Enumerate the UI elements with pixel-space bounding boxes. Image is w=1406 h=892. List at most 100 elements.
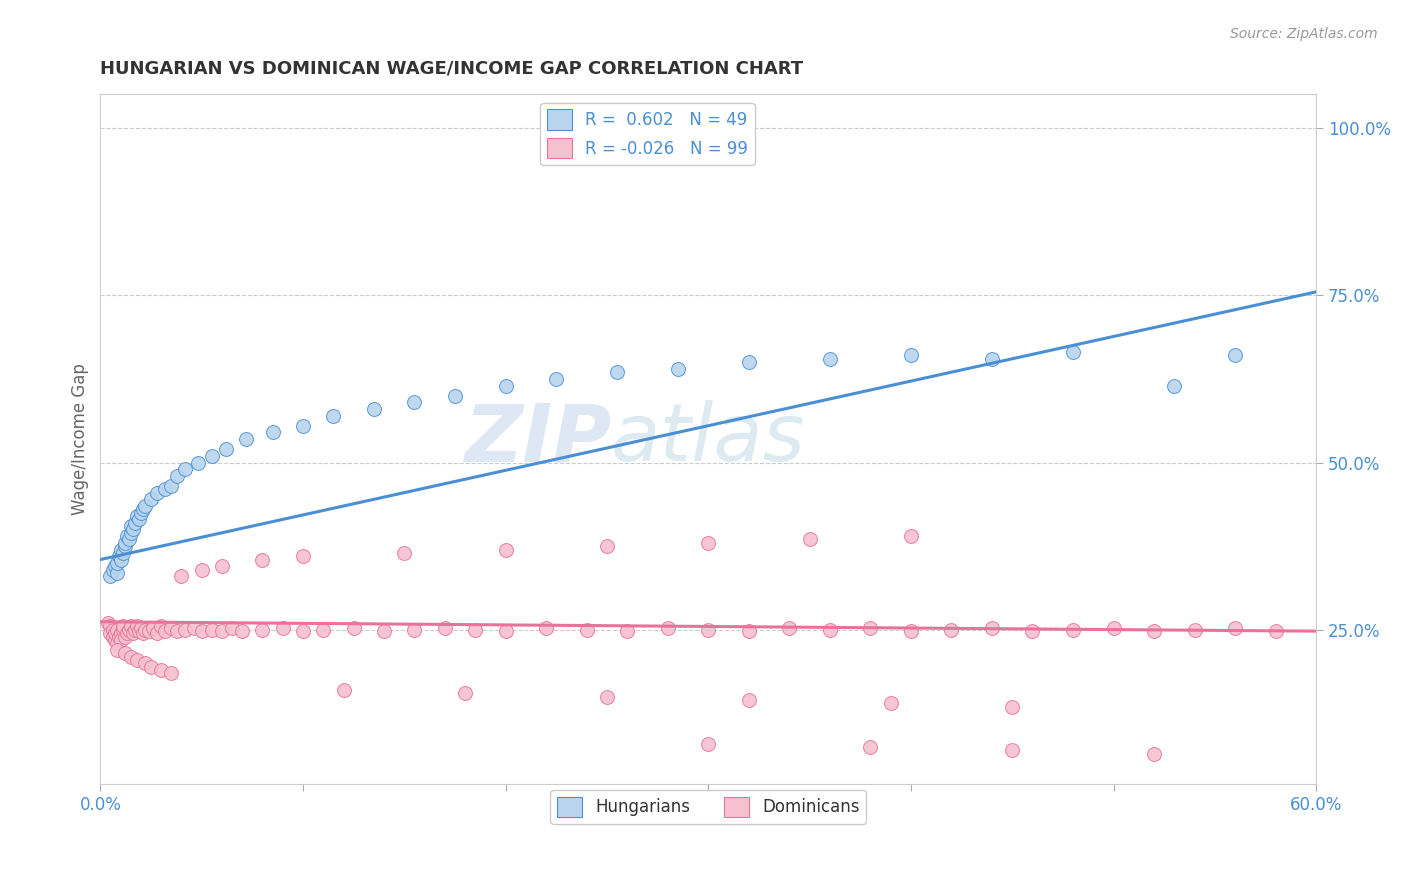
Point (363, 401, 385, 416)
Point (444, 388, 467, 402)
Point (373, 624, 395, 639)
Point (495, 624, 517, 639)
Point (160, 622, 183, 636)
Point (107, 630, 129, 644)
Point (101, 630, 124, 644)
Point (153, 483, 176, 497)
Point (799, 533, 821, 547)
Text: HUNGARIAN VS DOMINICAN WAGE/INCOME GAP CORRELATION CHART: HUNGARIAN VS DOMINICAN WAGE/INCOME GAP C… (100, 60, 803, 78)
Point (879, 697, 901, 711)
Point (190, 624, 212, 639)
Point (103, 632, 125, 647)
Point (114, 630, 136, 644)
Point (291, 624, 314, 639)
Point (433, 622, 456, 636)
Point (1001, 699, 1024, 714)
Point (110, 542, 132, 557)
Point (454, 686, 477, 700)
Point (1143, 624, 1166, 639)
Point (153, 624, 176, 639)
Point (343, 622, 366, 636)
Point (100, 569, 122, 583)
Point (464, 623, 486, 637)
Point (981, 622, 1004, 636)
Point (110, 632, 132, 647)
Point (124, 516, 146, 530)
Point (322, 409, 344, 423)
Point (105, 566, 128, 580)
Point (146, 626, 169, 640)
Text: Source: ZipAtlas.com: Source: ZipAtlas.com (1230, 27, 1378, 41)
Point (146, 485, 169, 500)
Point (183, 622, 205, 636)
Point (125, 619, 148, 633)
Point (291, 418, 314, 433)
Point (657, 622, 679, 636)
Point (211, 559, 233, 574)
Point (271, 622, 294, 636)
Text: atlas: atlas (612, 401, 806, 478)
Point (221, 622, 243, 636)
Point (124, 623, 146, 637)
Point (1143, 747, 1166, 761)
Point (697, 623, 720, 637)
Point (142, 622, 165, 636)
Y-axis label: Wage/Income Gap: Wage/Income Gap (72, 363, 89, 515)
Point (105, 643, 128, 657)
Point (211, 624, 233, 639)
Point (1001, 743, 1024, 757)
Point (666, 361, 689, 376)
Point (201, 449, 224, 463)
Point (738, 624, 761, 639)
Point (778, 622, 800, 636)
Point (262, 425, 284, 440)
Point (235, 432, 257, 446)
Point (120, 519, 142, 533)
Point (115, 626, 138, 640)
Point (596, 690, 619, 704)
Point (697, 737, 720, 751)
Point (738, 355, 761, 369)
Point (101, 623, 124, 637)
Point (111, 546, 134, 560)
Point (125, 509, 148, 524)
Point (1102, 622, 1125, 636)
Point (818, 623, 841, 637)
Point (404, 623, 426, 637)
Point (107, 549, 129, 564)
Point (1021, 624, 1043, 639)
Point (404, 395, 426, 409)
Point (125, 653, 148, 667)
Point (105, 556, 128, 570)
Point (105, 623, 128, 637)
Point (1062, 345, 1084, 359)
Point (291, 549, 314, 564)
Point (174, 462, 197, 476)
Point (495, 542, 517, 557)
Point (103, 559, 125, 574)
Point (981, 351, 1004, 366)
Point (120, 649, 142, 664)
Point (201, 623, 224, 637)
Point (818, 351, 841, 366)
Point (616, 624, 638, 639)
Point (495, 378, 517, 392)
Point (534, 622, 557, 636)
Point (110, 552, 132, 566)
Point (118, 623, 141, 637)
Point (546, 372, 568, 386)
Point (128, 512, 150, 526)
Point (575, 623, 598, 637)
Point (121, 626, 143, 640)
Point (596, 539, 619, 553)
Point (166, 469, 188, 483)
Point (132, 502, 155, 516)
Point (215, 442, 238, 457)
Point (900, 624, 922, 639)
Point (231, 624, 253, 639)
Point (1264, 624, 1286, 639)
Point (139, 492, 162, 507)
Point (120, 619, 142, 633)
Point (114, 539, 136, 553)
Point (134, 623, 156, 637)
